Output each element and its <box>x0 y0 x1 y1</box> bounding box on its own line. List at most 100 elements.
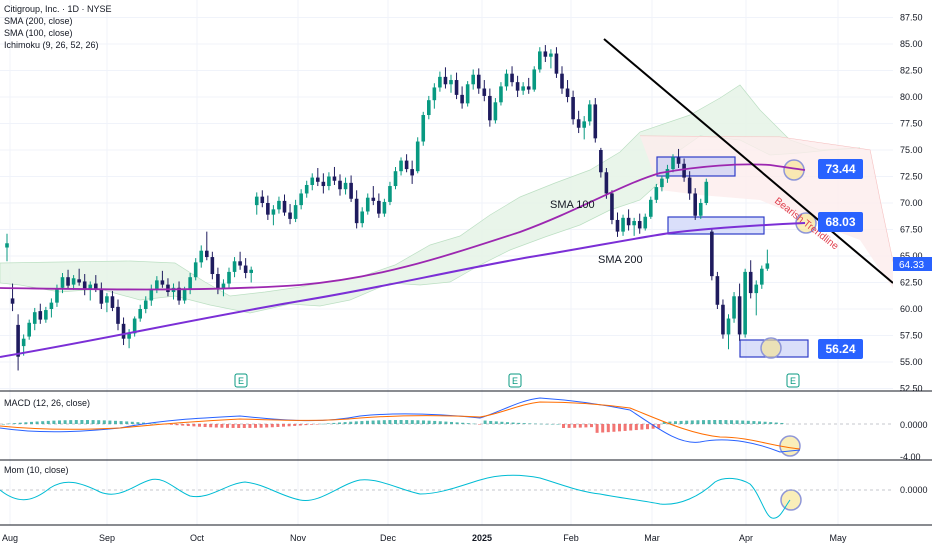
mom-legend[interactable]: Mom (10, close) <box>4 465 69 475</box>
candle-body <box>304 184 309 194</box>
candle-body <box>715 276 720 305</box>
candle-body <box>77 279 81 283</box>
x-tick-label: 2025 <box>472 533 492 543</box>
candle-body <box>321 181 326 187</box>
macd-histogram-bar <box>489 420 493 424</box>
candle-body <box>432 87 437 101</box>
candle-body <box>149 288 154 301</box>
macd-histogram-bar <box>231 424 235 428</box>
candle-body <box>177 287 181 301</box>
macd-histogram-bar <box>522 423 526 424</box>
candle-body <box>160 280 165 285</box>
candle-body <box>454 80 459 95</box>
candle-body <box>643 216 648 229</box>
candle-body <box>382 201 387 214</box>
macd-histogram-bar <box>130 421 134 424</box>
macd-tick-label: 0.0000 <box>900 420 928 430</box>
level-label-68: 68.03 <box>825 215 855 229</box>
macd-histogram-bar <box>388 420 392 424</box>
last-price-label: 64.33 <box>899 260 924 271</box>
candle-body <box>138 309 142 319</box>
macd-histogram-bar <box>478 424 481 425</box>
sma200-label: SMA 200 <box>598 254 643 266</box>
candle-body <box>205 250 209 258</box>
macd-histogram-bar <box>13 423 17 424</box>
candle-body <box>132 318 137 334</box>
macd-histogram-bar <box>696 420 700 424</box>
cloud-area <box>0 84 861 314</box>
highlight-circle <box>780 489 802 511</box>
candle-body <box>565 88 570 97</box>
macd-histogram-bar <box>203 424 207 428</box>
macd-legend[interactable]: MACD (12, 26, close) <box>4 398 91 408</box>
candle-body <box>682 163 686 178</box>
candlestick-series <box>5 45 770 371</box>
macd-histogram-bar <box>730 420 733 424</box>
candle-body <box>671 157 675 170</box>
macd-histogram-bar <box>108 420 112 424</box>
candle-body <box>493 102 498 121</box>
candle-body <box>510 73 514 83</box>
earnings-marker: E <box>790 376 796 386</box>
candle-body <box>560 73 564 89</box>
macd-histogram-bar <box>198 424 201 427</box>
candle-body <box>582 121 586 128</box>
time-axis-bg <box>0 526 932 550</box>
candle-body <box>293 205 298 219</box>
candle-body <box>399 160 403 172</box>
candle-body <box>554 53 559 74</box>
candle-body <box>698 203 703 216</box>
candle-body <box>21 338 26 347</box>
candle-body <box>99 288 104 304</box>
macd-histogram-bar <box>7 423 11 425</box>
candle-body <box>55 288 59 303</box>
candle-body <box>199 250 204 263</box>
macd-histogram-bar <box>724 420 728 424</box>
candle-body <box>610 193 614 220</box>
candle-body <box>476 74 481 89</box>
candle-body <box>465 84 470 104</box>
macd-histogram-bar <box>595 424 599 433</box>
macd-histogram-bar <box>534 423 537 425</box>
candle-body <box>571 97 575 120</box>
candle-body <box>660 178 664 188</box>
macd-histogram-bar <box>382 420 386 424</box>
candle-body <box>460 94 464 104</box>
candle-body <box>654 187 659 200</box>
candle-body <box>538 51 542 70</box>
macd-histogram-bar <box>685 420 689 424</box>
x-tick-label: Apr <box>739 533 753 543</box>
sma100-legend[interactable]: SMA (100, close) <box>4 28 73 38</box>
ichimoku-legend[interactable]: Ichimoku (9, 26, 52, 26) <box>4 40 99 50</box>
symbol-title[interactable]: Citigroup, Inc. · 1D · NYSE <box>4 4 112 14</box>
candle-body <box>687 177 692 194</box>
level-label-bg <box>818 212 863 232</box>
candle-body <box>16 324 20 357</box>
candle-body <box>404 160 409 170</box>
y-tick-label: 60.00 <box>900 304 923 314</box>
level-label-56: 56.24 <box>825 342 855 356</box>
macd-histogram-bar <box>136 422 140 424</box>
macd-histogram-bar <box>651 424 655 429</box>
macd-histogram-bar <box>332 422 336 424</box>
macd-histogram-bar <box>69 420 73 424</box>
macd-histogram-bar <box>707 420 711 424</box>
highlight-circle <box>779 435 801 457</box>
macd-histogram-bar <box>679 420 683 424</box>
bearish-trendline <box>603 38 894 284</box>
candle-body <box>676 157 681 164</box>
candle-body <box>88 284 93 290</box>
candle-body <box>421 115 426 142</box>
candle-body <box>765 263 770 269</box>
candle-body <box>193 262 198 278</box>
macd-histogram-bar <box>590 424 593 428</box>
macd-histogram-bar <box>746 420 750 424</box>
macd-histogram-bar <box>170 424 173 425</box>
macd-histogram-bar <box>338 422 341 424</box>
candle-body <box>737 296 742 335</box>
sma200-legend[interactable]: SMA (200, close) <box>4 16 73 26</box>
candle-body <box>704 181 709 203</box>
candle-body <box>349 182 353 199</box>
signal-line <box>0 401 801 450</box>
